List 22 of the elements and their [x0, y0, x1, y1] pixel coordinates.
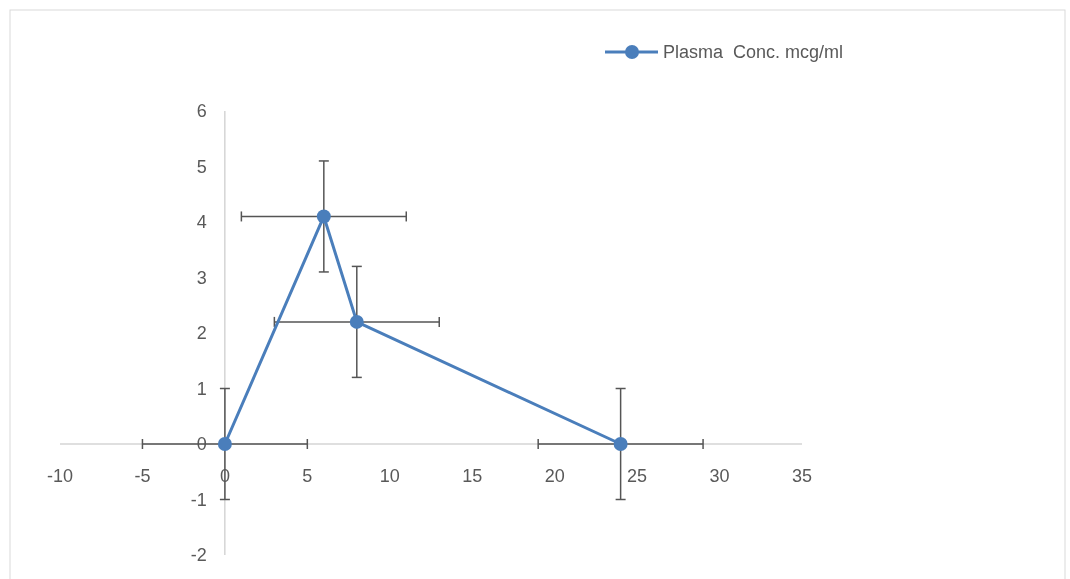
x-tick-label: 20 [544, 466, 565, 486]
x-tick-label: 35 [791, 466, 813, 486]
x-tick-label: 5 [302, 466, 313, 486]
point [316, 209, 331, 224]
x-tick-label: 15 [462, 466, 483, 486]
point [217, 437, 232, 451]
y-tick-label: 4 [196, 212, 207, 232]
y-tick-label: 6 [196, 101, 207, 121]
legend-label: Plasma Conc. mcg/ml [663, 42, 844, 62]
y-tick-label: 1 [196, 378, 207, 399]
x-tick-label: 25 [627, 466, 648, 486]
point [349, 314, 364, 329]
y-tick-label: 5 [196, 156, 207, 177]
x-tick-label: -5 [134, 466, 151, 486]
y-tick-label: -2 [190, 545, 207, 565]
y-tick-label: -1 [190, 489, 207, 510]
x-tick-label: 10 [379, 466, 400, 486]
x-tick-label: 30 [709, 466, 730, 486]
point [613, 437, 628, 451]
x-tick-label: -10 [46, 466, 74, 486]
y-tick-label: 3 [196, 267, 207, 288]
y-tick-label: 2 [196, 323, 207, 343]
